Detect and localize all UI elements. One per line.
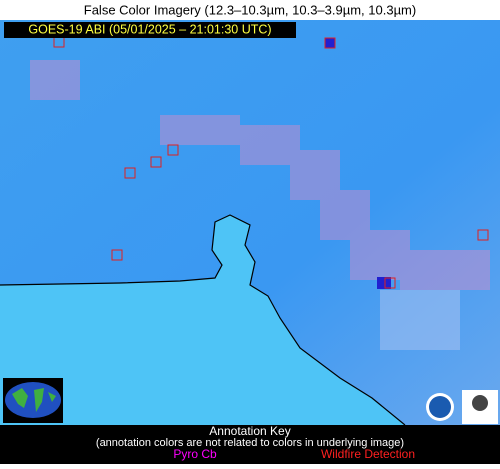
title-bar	[0, 0, 500, 20]
title: False Color Imagery (12.3–10.3µm, 10.3–3…	[84, 2, 416, 17]
key-panel	[0, 425, 500, 464]
key-note: (annotation colors are not related to co…	[96, 437, 404, 449]
imagery	[0, 20, 500, 426]
key-item: Pyro Cb	[173, 447, 217, 461]
globe-logo	[3, 378, 63, 423]
timestamp: GOES-19 ABI (05/01/2025 – 21:01:30 UTC)	[28, 22, 271, 36]
key-title: Annotation Key	[209, 424, 290, 438]
agency-logos	[426, 390, 498, 424]
timestamp-box	[4, 22, 296, 38]
key-item: Wildfire Detection	[321, 447, 415, 461]
